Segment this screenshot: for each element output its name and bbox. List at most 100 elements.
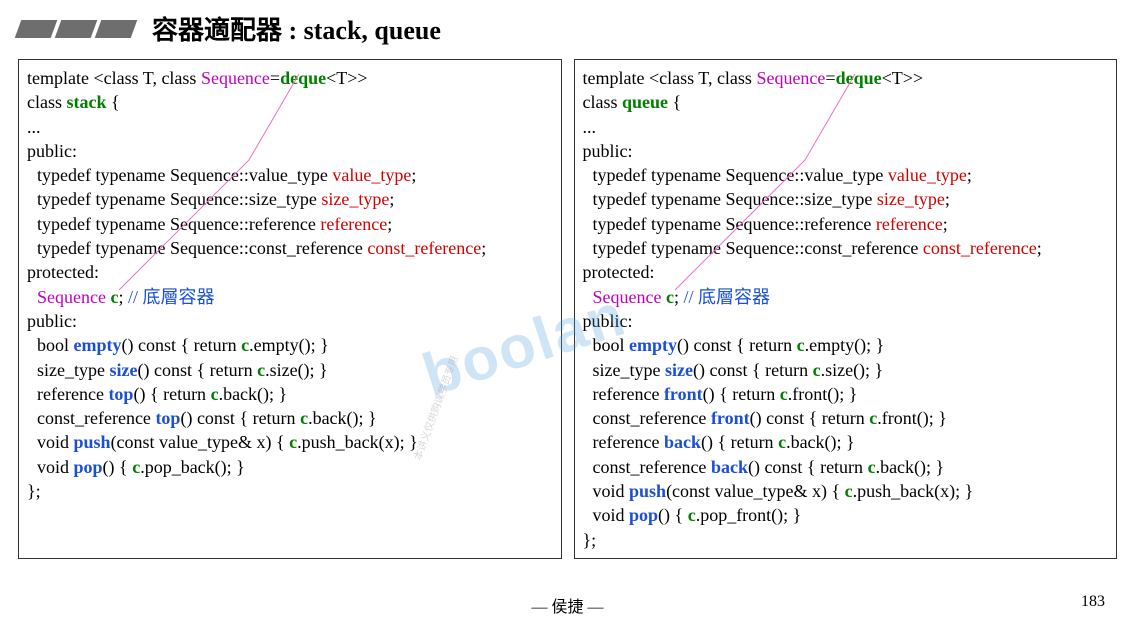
fn-name: empty [629, 335, 677, 355]
member-c: c [300, 408, 308, 428]
keyword-sequence: Sequence [37, 287, 106, 307]
code-text: () const { return [137, 360, 257, 380]
fn-name: push [74, 432, 111, 452]
code-line: const_reference front() const { return c… [583, 406, 1109, 430]
member-c: c [241, 335, 249, 355]
fn-name: back [664, 432, 701, 452]
code-text: () { return [703, 384, 780, 404]
code-text: () { return [133, 384, 210, 404]
member-c: c [813, 360, 821, 380]
code-text: .back(); } [308, 408, 377, 428]
code-line: class queue { [583, 90, 1109, 114]
comment: // 底層容器 [128, 287, 215, 307]
code-line: bool empty() const { return c.empty(); } [583, 333, 1109, 357]
code-text: reference [593, 432, 664, 452]
code-line: public: [27, 309, 553, 333]
code-text: ; [387, 214, 392, 234]
code-panels: template <class T, class Sequence=deque<… [18, 59, 1117, 559]
code-text: void [37, 432, 74, 452]
fn-name: size [109, 360, 137, 380]
code-text: typedef typename Sequence::value_type [37, 165, 332, 185]
code-line: typedef typename Sequence::const_referen… [583, 236, 1109, 260]
keyword-sequence: Sequence [201, 68, 270, 88]
code-text: .push_back(x); } [853, 481, 974, 501]
code-line: const_reference back() const { return c.… [583, 455, 1109, 479]
code-text: typedef typename Sequence::const_referen… [593, 238, 923, 258]
code-line: ... [583, 115, 1109, 139]
code-text: { [107, 92, 120, 112]
code-text: { [668, 92, 681, 112]
typedef-name: value_type [332, 165, 411, 185]
code-text: class [27, 92, 67, 112]
code-line: typedef typename Sequence::size_type siz… [583, 187, 1109, 211]
code-text: ; [967, 165, 972, 185]
slide-header: 容器適配器 : stack, queue [18, 10, 1117, 47]
code-text: ; [945, 189, 950, 209]
code-line: void push(const value_type& x) { c.push_… [583, 479, 1109, 503]
member-c: c [289, 432, 297, 452]
code-text: typedef typename Sequence::const_referen… [37, 238, 367, 258]
typedef-name: reference [320, 214, 387, 234]
code-text: reference [37, 384, 108, 404]
code-line: reference top() { return c.back(); } [27, 382, 553, 406]
code-line: size_type size() const { return c.size()… [27, 358, 553, 382]
queue-code-panel: template <class T, class Sequence=deque<… [574, 59, 1118, 559]
code-text: typedef typename Sequence::reference [37, 214, 320, 234]
fn-name: empty [74, 335, 122, 355]
code-text: = [825, 68, 835, 88]
code-text: () const { return [122, 335, 242, 355]
code-text: .pop_back(); } [140, 457, 245, 477]
code-line: void pop() { c.pop_front(); } [583, 503, 1109, 527]
code-text: .push_back(x); } [297, 432, 418, 452]
code-text: () const { return [693, 360, 813, 380]
member-c: c [845, 481, 853, 501]
code-text: const_reference [37, 408, 155, 428]
code-text: .front(); } [788, 384, 858, 404]
code-text: void [593, 505, 630, 525]
code-text: typedef typename Sequence::size_type [37, 189, 321, 209]
code-text: .back(); } [219, 384, 288, 404]
fn-name: top [108, 384, 133, 404]
typedef-name: reference [876, 214, 943, 234]
stack-code-panel: template <class T, class Sequence=deque<… [18, 59, 562, 559]
code-text: void [37, 457, 74, 477]
code-text: ; [389, 189, 394, 209]
comment: // 底層容器 [683, 287, 770, 307]
code-text: ; [1037, 238, 1042, 258]
member-c: c [688, 505, 696, 525]
keyword-sequence: Sequence [593, 287, 662, 307]
fn-name: back [711, 457, 748, 477]
code-text: .back(); } [876, 457, 945, 477]
code-line: typedef typename Sequence::value_type va… [27, 163, 553, 187]
code-text: template <class T, class [583, 68, 757, 88]
code-text: .empty(); } [805, 335, 885, 355]
typedef-name: const_reference [923, 238, 1037, 258]
class-name: queue [622, 92, 668, 112]
page-number: 183 [1081, 593, 1105, 611]
code-line: typedef typename Sequence::reference ref… [583, 212, 1109, 236]
fn-name: front [711, 408, 750, 428]
typedef-name: const_reference [367, 238, 481, 258]
code-text: reference [593, 384, 664, 404]
code-text: const_reference [593, 457, 711, 477]
code-text: bool [37, 335, 74, 355]
code-text: typedef typename Sequence::size_type [593, 189, 877, 209]
code-line: }; [27, 479, 553, 503]
code-line: typedef typename Sequence::reference ref… [27, 212, 553, 236]
code-line: size_type size() const { return c.size()… [583, 358, 1109, 382]
code-text: ; [411, 165, 416, 185]
code-text: <T>> [882, 68, 923, 88]
code-line: typedef typename Sequence::value_type va… [583, 163, 1109, 187]
keyword-deque: deque [280, 68, 326, 88]
code-text: .size(); } [265, 360, 328, 380]
code-text: bool [593, 335, 630, 355]
class-name: stack [67, 92, 107, 112]
member-c: c [780, 384, 788, 404]
code-text: typedef typename Sequence::value_type [593, 165, 888, 185]
block-icon [55, 20, 98, 38]
code-text: () { [103, 457, 133, 477]
code-line: const_reference top() const { return c.b… [27, 406, 553, 430]
fn-name: pop [74, 457, 103, 477]
keyword-deque: deque [836, 68, 882, 88]
keyword-sequence: Sequence [756, 68, 825, 88]
